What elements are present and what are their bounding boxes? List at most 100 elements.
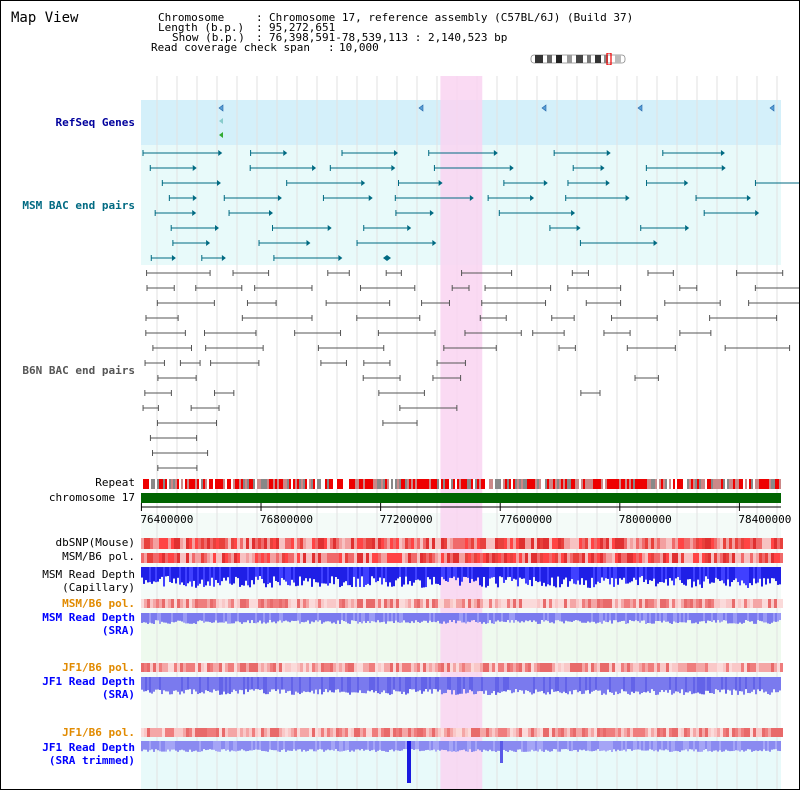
jf1-b6-pol-strip	[648, 663, 651, 672]
msm-b6-pol-strip-2	[141, 599, 144, 608]
msm-read-depth-sra-bar	[631, 613, 633, 621]
repeat-segment	[707, 479, 709, 489]
jf1-b6-pol-strip-2	[378, 728, 381, 737]
jf1-b6-pol-strip-2	[246, 728, 249, 737]
dbsnp-strip	[555, 538, 558, 549]
msm-read-depth-cap-bar	[515, 567, 517, 580]
dbsnp-strip	[729, 538, 732, 549]
msm-read-depth-cap-bar	[253, 567, 255, 585]
msm-read-depth-cap-bar	[227, 567, 229, 578]
msm-read-depth-cap-bar	[661, 567, 663, 583]
repeat-segment	[289, 479, 291, 489]
msm-read-depth-sra-bar	[309, 613, 311, 624]
jf1-b6-pol-strip	[639, 663, 642, 672]
msm-read-depth-cap-bar	[753, 567, 755, 579]
repeat-segment	[389, 479, 391, 489]
jf1-b6-pol-strip	[540, 663, 543, 672]
dbsnp-strip	[567, 538, 570, 549]
jf1-read-depth-trim-bar	[757, 741, 759, 752]
jf1-b6-pol-strip-2	[360, 728, 363, 737]
dbsnp-strip	[531, 538, 534, 549]
jf1-read-depth-trim-bar	[309, 741, 311, 750]
jf1-read-depth-trim-bar	[703, 741, 705, 751]
msm-read-depth-sra-bar	[311, 613, 313, 622]
repeat-segment	[711, 479, 713, 489]
dbsnp-strip	[426, 538, 429, 549]
chromosome-ideogram[interactable]	[529, 53, 629, 65]
jf1-read-depth-trim-bar	[401, 741, 403, 751]
jf1-b6-pol-strip	[285, 663, 288, 672]
msm-b6-pol-strip	[648, 553, 651, 563]
repeat-segment	[637, 479, 639, 489]
jf1-read-depth-sra-bar	[247, 677, 249, 692]
msm-read-depth-sra-bar	[413, 613, 415, 623]
jf1-read-depth-trim-bar	[203, 741, 205, 750]
dbsnp-strip	[582, 538, 585, 549]
jf1-b6-pol-strip	[585, 663, 588, 672]
msm-read-depth-cap-bar	[291, 567, 293, 580]
msm-b6-pol-strip	[432, 553, 435, 563]
msm-b6-pol-strip	[141, 553, 144, 563]
repeat-segment	[263, 479, 265, 489]
msm-b6-pol-strip	[192, 553, 195, 563]
msm-bac-arrow	[746, 195, 751, 201]
msm-read-depth-sra-bar	[461, 613, 463, 623]
jf1-b6-pol-strip	[447, 663, 450, 672]
msm-b6-pol-strip-2	[612, 599, 615, 608]
b6n-bac-label[interactable]: B6N BAC end pairs	[22, 364, 135, 377]
msm-b6-pol-strip	[579, 553, 582, 563]
jf1-read-depth-sra-bar	[727, 677, 729, 690]
jf1-b6-pol-strip	[414, 663, 417, 672]
chromosome-value: Chromosome 17, reference assembly (C57BL…	[269, 11, 634, 24]
msm-read-depth-sra-bar	[363, 613, 365, 622]
msm-bac-label[interactable]: MSM BAC end pairs	[22, 199, 135, 212]
dbsnp-strip	[771, 538, 774, 549]
jf1-b6-pol-strip	[531, 663, 534, 672]
jf1-b6-pol-strip-2	[207, 728, 210, 737]
msm-bac-arrow	[571, 210, 576, 216]
msm-read-depth-cap-bar	[295, 567, 297, 587]
msm-read-depth-cap-bar	[385, 567, 387, 583]
jf1-read-depth-sra-bar	[567, 677, 569, 695]
repeat-segment	[459, 479, 461, 489]
msm-read-depth-cap-bar	[301, 567, 303, 586]
msm-read-depth-sra-bar	[361, 613, 363, 624]
jf1-read-depth-sra-bar	[249, 677, 251, 690]
refseq-genes-label[interactable]: RefSeq Genes	[55, 116, 135, 129]
jf1-read-depth-sra-bar	[593, 677, 595, 691]
msm-read-depth-cap-bar	[641, 567, 643, 577]
jf1-read-depth-sra-bar	[721, 677, 723, 690]
msm-read-depth-sra-bar	[297, 613, 299, 621]
jf1-read-depth-sra-bar	[675, 677, 677, 692]
msm-read-depth-sra-bar	[195, 613, 197, 624]
jf1-read-depth-trim-bar	[245, 741, 247, 752]
jf1-read-depth-sra-bar	[215, 677, 217, 691]
jf1-read-depth-trim-bar	[759, 741, 761, 751]
repeat-segment	[779, 479, 781, 489]
jf1-b6-pol-strip	[516, 663, 519, 672]
repeat-segment	[403, 479, 405, 489]
repeat-segment	[625, 479, 627, 489]
msm-read-depth-cap-bar	[213, 567, 215, 587]
msm-read-depth-sra-bar	[633, 613, 635, 622]
jf1-b6-pol-strip-2	[699, 728, 702, 737]
msm-b6-pol-strip	[768, 553, 771, 563]
dbsnp-strip	[420, 538, 423, 549]
msm-read-depth-sra-bar	[247, 613, 249, 621]
msm-read-depth-sra-bar	[149, 613, 151, 623]
dbsnp-strip	[354, 538, 357, 549]
repeat-segment	[259, 479, 261, 489]
jf1-read-depth-sra-bar	[153, 677, 155, 692]
repeat-segment	[513, 479, 515, 489]
jf1-read-depth-sra-bar	[505, 677, 507, 692]
jf1-read-depth-trim-bar	[217, 741, 219, 752]
jf1-read-depth-trim-bar	[747, 741, 749, 750]
msm-read-depth-sra-bar	[725, 613, 727, 621]
repeat-segment	[397, 479, 399, 489]
jf1-read-depth-sra-bar	[481, 677, 483, 692]
msm-read-depth-sra-bar	[261, 613, 263, 624]
jf1-read-depth-sra-bar	[491, 677, 493, 694]
jf1-read-depth-trim-bar	[519, 741, 521, 750]
jf1-b6-pol-strip-2	[768, 728, 771, 737]
